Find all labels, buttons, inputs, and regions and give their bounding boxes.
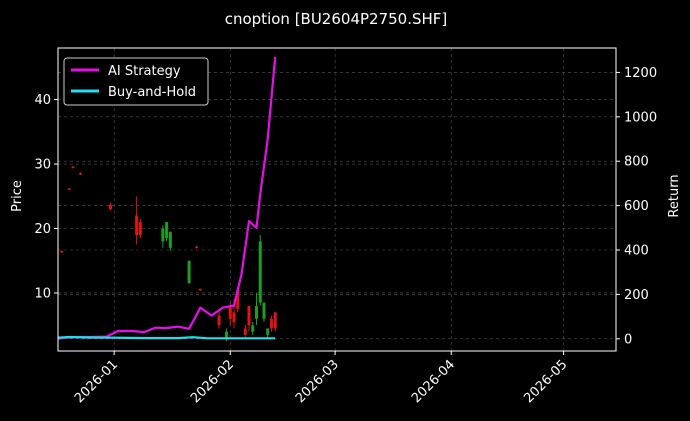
candle — [273, 312, 277, 332]
candle — [60, 250, 64, 254]
candle — [187, 260, 191, 284]
candle — [108, 202, 112, 211]
plot-frame — [57, 47, 617, 352]
candle-body — [254, 305, 258, 319]
candle-body — [243, 328, 247, 335]
legend-label-ai-strategy: AI Strategy — [108, 64, 181, 79]
y-tick-label: 30 — [34, 158, 51, 173]
candle-body — [236, 289, 240, 310]
candle — [168, 231, 172, 252]
y2-tick-label: 800 — [624, 155, 649, 170]
y-tick-label: 10 — [34, 286, 51, 301]
legend-label-buy-and-hold: Buy-and-Hold — [108, 85, 196, 100]
y-tick-label: 20 — [34, 222, 51, 237]
legend-box — [63, 57, 209, 106]
legend: AI Strategy Buy-and-Hold — [63, 57, 209, 106]
candle-body — [232, 312, 236, 322]
candle — [161, 225, 165, 248]
y-axis-label: Price — [10, 180, 25, 212]
candle-body — [168, 231, 172, 248]
candle-body — [228, 305, 232, 319]
candle — [67, 187, 71, 191]
x-tick-label: 2026-03 — [293, 357, 342, 406]
x-tick-label: 2026-05 — [521, 357, 570, 406]
candle — [165, 222, 169, 242]
series-lines — [57, 56, 277, 340]
candle-body — [273, 312, 277, 329]
y2-tick-label: 400 — [624, 244, 649, 259]
series-line-buy-and-hold — [57, 335, 276, 340]
candle-body — [60, 251, 64, 253]
candle-body — [165, 222, 169, 239]
candle — [198, 288, 202, 292]
candle — [262, 302, 266, 322]
candle — [217, 312, 221, 329]
candle-body — [217, 315, 221, 326]
candle — [195, 245, 199, 249]
y2-tick-label: 600 — [624, 199, 649, 214]
candle-body — [198, 289, 202, 291]
candle-body — [108, 204, 112, 210]
candle-body — [71, 166, 75, 168]
candle — [78, 172, 82, 176]
y2-axis-label: Return — [667, 174, 682, 217]
chart-title: cnoption [BU2604P2750.SHF] — [225, 10, 448, 28]
candle — [135, 196, 139, 245]
candle — [243, 325, 247, 339]
candle — [254, 292, 258, 326]
candle-body — [269, 318, 273, 329]
candle — [266, 328, 270, 339]
candle-body — [195, 246, 199, 248]
candle — [71, 165, 75, 169]
candle-body — [247, 305, 251, 326]
y2-tick-label: 0 — [624, 332, 632, 347]
candle — [138, 218, 142, 239]
candle — [251, 321, 255, 335]
candle — [258, 234, 262, 306]
candle — [269, 315, 273, 332]
y2-tick-label: 200 — [624, 288, 649, 303]
x-tick-label: 2026-04 — [409, 357, 458, 406]
y-tick-label: 40 — [34, 93, 51, 108]
candle-body — [161, 228, 165, 242]
candle-body — [251, 325, 255, 332]
candle-body — [78, 173, 82, 175]
candle-body — [67, 188, 71, 190]
candle-body — [266, 328, 270, 335]
x-tick-label: 2026-01 — [72, 357, 121, 406]
candle-body — [262, 302, 266, 319]
candle-body — [135, 215, 139, 235]
grid — [58, 48, 616, 351]
candle — [247, 305, 251, 332]
x-tick-label: 2026-02 — [188, 357, 237, 406]
candle-body — [138, 222, 142, 235]
y2-tick-label: 1000 — [624, 110, 657, 125]
candle-body — [225, 331, 229, 339]
candle-body — [258, 241, 262, 303]
candle-body — [187, 260, 191, 284]
y2-tick-label: 1200 — [624, 66, 657, 81]
